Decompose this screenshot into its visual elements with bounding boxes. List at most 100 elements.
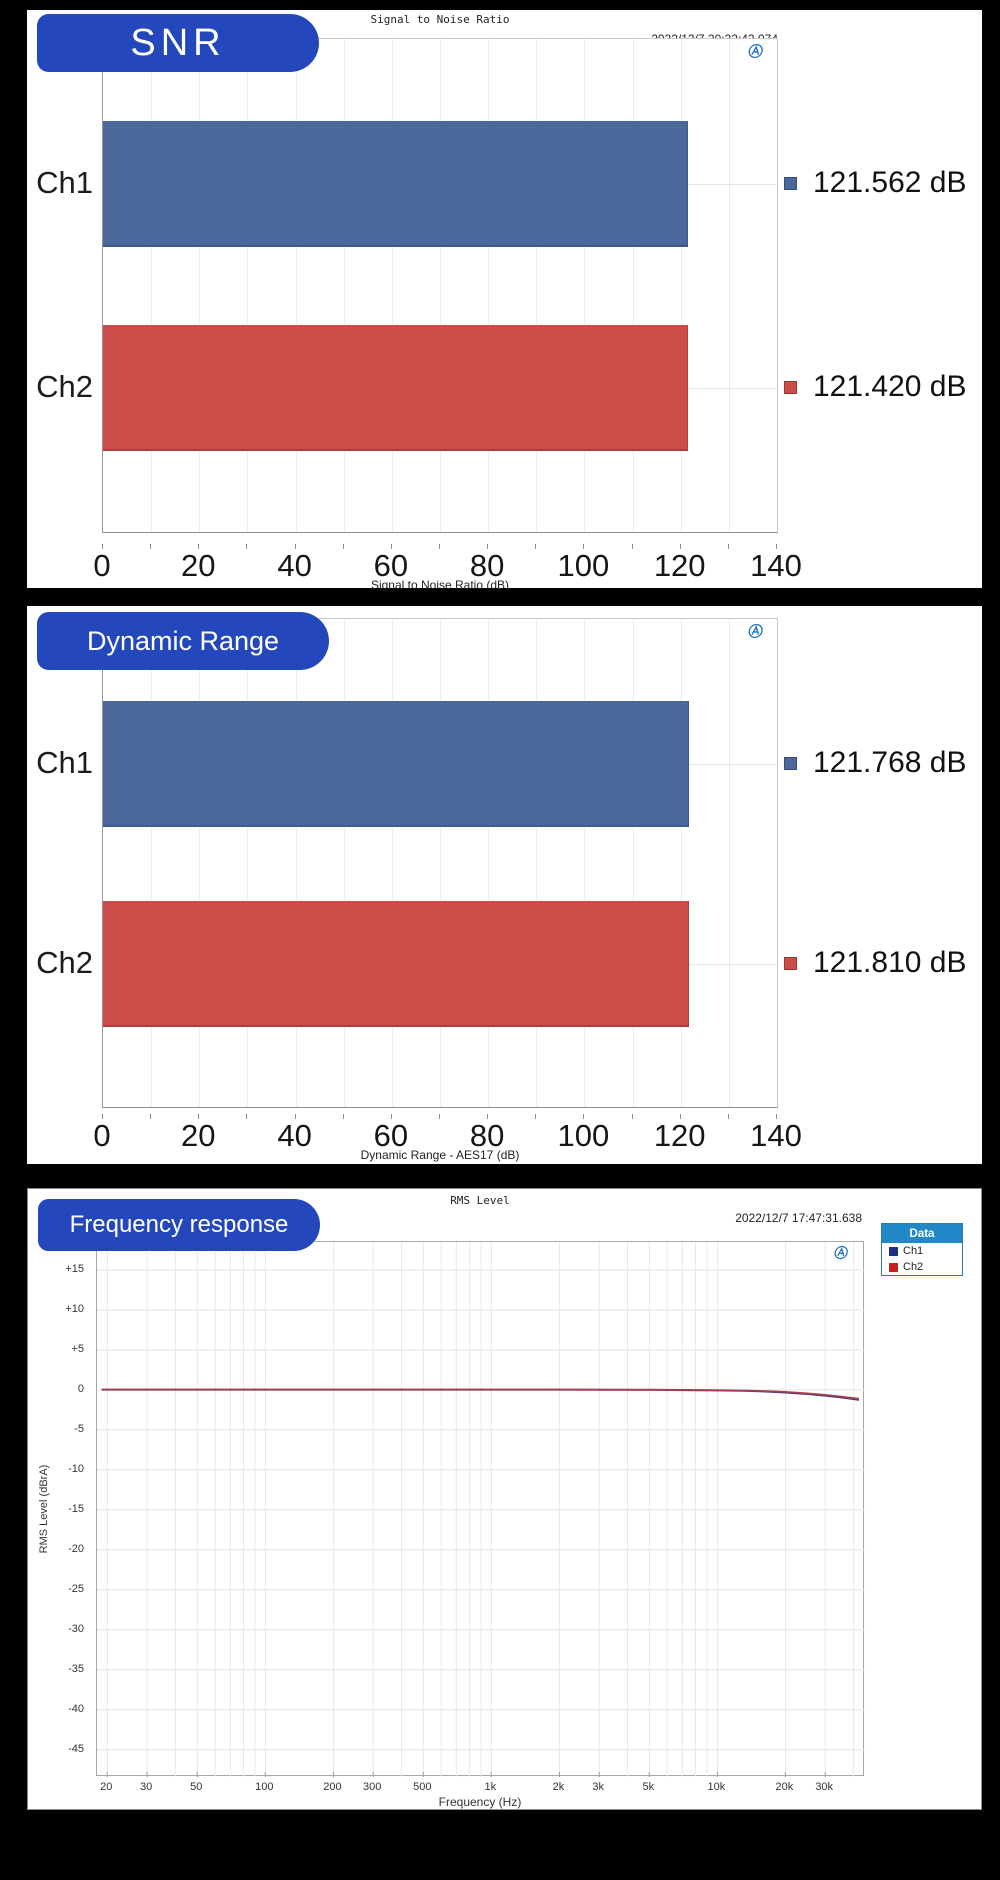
category-label: Ch2: [36, 369, 93, 404]
x-tick-label: 100: [557, 1118, 610, 1153]
tick-mark: [246, 544, 248, 549]
tick-mark: [439, 544, 440, 549]
gridline-v: [680, 39, 682, 532]
x-tick-label: 0: [93, 1118, 111, 1153]
tick-mark: [390, 544, 392, 549]
value-legend-marker: [784, 176, 797, 190]
gridline-v: [391, 619, 393, 1107]
gridline-v: [488, 39, 490, 532]
gridline-v: [536, 39, 538, 532]
category-label: Ch1: [36, 745, 93, 780]
y-tick-label: +15: [65, 1263, 84, 1275]
tick-mark: [150, 544, 152, 549]
y-tick-label: +10: [65, 1303, 84, 1315]
y-tick-label: -30: [68, 1622, 84, 1635]
tick-mark: [198, 1114, 200, 1119]
snr-badge: SNR: [37, 14, 319, 72]
tick-mark: [727, 544, 729, 549]
legend-header: Data: [882, 1224, 962, 1243]
gridline-v: [151, 39, 153, 532]
x-tick-label: 10k: [707, 1781, 726, 1793]
tick-mark: [246, 1114, 248, 1119]
x-axis-caption: Signal to Noise Ratio (dB): [370, 578, 510, 592]
plot-area: [96, 1241, 865, 1777]
y-tick-label: -5: [74, 1422, 84, 1435]
y-tick-label: -25: [68, 1582, 84, 1595]
tick-mark: [727, 1114, 729, 1119]
gridline-v: [584, 619, 586, 1107]
tick-mark: [487, 1114, 489, 1119]
y-axis-caption: RMS Level (dBrA): [38, 1464, 50, 1554]
x-axis-labels: 20 30 50 100 200 300 500 1k 2k 3k 5k 10k 20k 30k: [28, 1781, 983, 1797]
tick-mark: [102, 1114, 103, 1119]
panel-frequency-response: Frequency response RMS Level 2022/12/7 1…: [27, 1188, 982, 1810]
value-label-row: 121.562 dB: [784, 166, 966, 200]
y-tick-label: -20: [68, 1542, 84, 1555]
bar-ch2: [103, 325, 688, 451]
tick-mark: [294, 1114, 296, 1119]
dynamic-range-badge: Dynamic Range: [37, 612, 329, 670]
ap-logo-icon: [834, 1245, 848, 1260]
x-tick-label: 140: [750, 548, 802, 583]
gridline-v: [728, 619, 730, 1107]
x-tick-label: 5k: [642, 1781, 655, 1793]
gridline-v: [536, 619, 538, 1107]
y-axis-labels: +15 +10 +5 0 -5 -10 -15 -20 -25 -30 -35 -40 -45: [28, 1189, 90, 1811]
legend-entry-ch2: Ch2: [882, 1259, 962, 1275]
category-label: Ch2: [36, 945, 93, 980]
x-tick-label: 0: [93, 548, 111, 583]
tick-mark: [776, 1114, 777, 1119]
ap-logo-icon: [748, 623, 763, 639]
legend-entry-ch1: Ch1: [882, 1243, 962, 1259]
ap-logo-icon: [748, 43, 763, 59]
value-legend-marker: [784, 380, 797, 394]
tick-mark: [342, 544, 344, 549]
tick-mark: [583, 1114, 585, 1119]
legend-label-ch1: Ch1: [903, 1245, 924, 1257]
value-text: 121.768 dB: [813, 746, 967, 779]
value-label-row: 121.810 dB: [784, 946, 966, 980]
x-tick-label: 100: [255, 1781, 274, 1793]
plot-area: [102, 618, 778, 1108]
value-text: 121.810 dB: [813, 946, 967, 979]
ch2-swatch: [889, 1262, 898, 1272]
x-tick-label: 40: [277, 1118, 312, 1153]
gridline-v: [488, 619, 490, 1107]
gridline-v: [584, 39, 586, 532]
gridline-v: [199, 39, 201, 532]
x-tick-label: 2k: [552, 1781, 565, 1793]
x-tick-label: 1k: [484, 1781, 497, 1793]
ch1-swatch: [889, 1246, 898, 1256]
value-legend-marker: [784, 756, 797, 770]
y-tick-label: -40: [68, 1702, 84, 1715]
x-axis: 0 20 40 60 80 100 120 140: [27, 1114, 982, 1156]
panel-snr: SNR Signal to Noise Ratio 2022/12/7 20:3…: [27, 10, 982, 592]
chart-title: RMS Level: [450, 1194, 510, 1207]
value-legend-marker: [784, 956, 797, 970]
gridline-v: [343, 39, 345, 532]
value-label-row: 121.420 dB: [784, 370, 966, 404]
y-tick-label: -45: [68, 1742, 84, 1755]
x-tick-label: 100: [557, 548, 610, 583]
x-tick-label: 300: [363, 1781, 382, 1793]
x-tick-label: 20: [181, 1118, 216, 1153]
category-label: Ch1: [36, 165, 93, 200]
x-tick-label: 20: [100, 1781, 113, 1793]
tick-mark: [487, 544, 489, 549]
legend-box: Data Ch1 Ch2: [881, 1223, 963, 1276]
x-tick-label: 60: [373, 548, 409, 583]
y-tick-label: -10: [68, 1462, 84, 1475]
tick-mark: [776, 544, 777, 549]
x-tick-label: 40: [277, 548, 312, 583]
tick-mark: [150, 1114, 152, 1119]
x-axis: 0 20 40 60 80 100 120 140: [27, 544, 982, 586]
x-tick-label: 120: [653, 548, 706, 583]
bar-ch1: [103, 701, 690, 827]
plot-area: [102, 38, 778, 533]
x-tick-label: 3k: [592, 1781, 604, 1793]
tick-mark: [390, 1114, 392, 1119]
gridline-v: [680, 619, 682, 1107]
bar-ch1: [103, 121, 689, 247]
x-tick-label: 80: [469, 548, 505, 583]
